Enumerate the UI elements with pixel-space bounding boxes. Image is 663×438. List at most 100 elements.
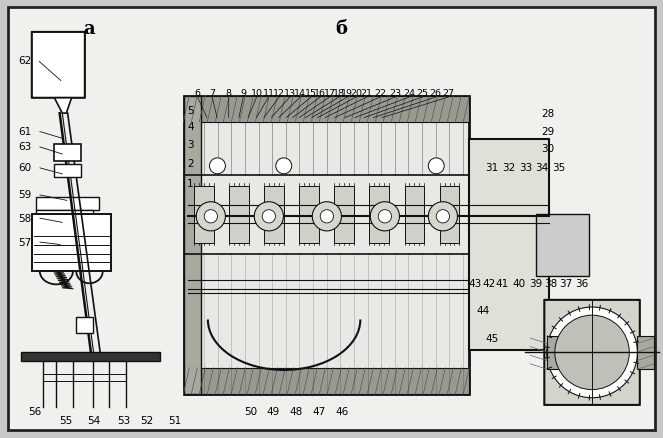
Bar bbox=[194, 186, 214, 243]
Text: 15: 15 bbox=[305, 88, 317, 97]
Text: 45: 45 bbox=[485, 333, 499, 343]
Text: 3: 3 bbox=[187, 140, 194, 150]
Text: 14: 14 bbox=[294, 88, 306, 97]
Text: а: а bbox=[84, 19, 95, 38]
Text: 1: 1 bbox=[187, 179, 194, 189]
Text: 2: 2 bbox=[187, 159, 194, 169]
Bar bbox=[404, 186, 424, 243]
Bar bbox=[76, 318, 93, 333]
Text: 46: 46 bbox=[335, 406, 349, 416]
Text: б: б bbox=[335, 19, 347, 38]
Text: 44: 44 bbox=[476, 305, 489, 315]
Text: 52: 52 bbox=[141, 415, 154, 424]
Text: 62: 62 bbox=[19, 56, 32, 65]
Text: 39: 39 bbox=[529, 279, 542, 289]
Text: 8: 8 bbox=[225, 88, 232, 97]
Bar bbox=[184, 368, 469, 394]
Text: 55: 55 bbox=[60, 415, 73, 424]
Circle shape bbox=[196, 202, 225, 231]
Text: 25: 25 bbox=[416, 88, 428, 97]
Circle shape bbox=[320, 210, 333, 223]
Text: 37: 37 bbox=[560, 279, 573, 289]
Circle shape bbox=[436, 210, 450, 223]
Circle shape bbox=[547, 307, 637, 398]
Text: 24: 24 bbox=[403, 88, 415, 97]
Text: 29: 29 bbox=[541, 127, 554, 136]
Text: 59: 59 bbox=[19, 190, 32, 200]
Text: 5: 5 bbox=[187, 106, 194, 115]
Text: 34: 34 bbox=[535, 162, 548, 172]
Text: 57: 57 bbox=[19, 237, 32, 247]
FancyBboxPatch shape bbox=[544, 300, 640, 405]
Text: 42: 42 bbox=[483, 279, 496, 289]
Text: 56: 56 bbox=[29, 406, 42, 416]
Bar bbox=[334, 186, 354, 243]
Circle shape bbox=[263, 210, 276, 223]
Text: 43: 43 bbox=[468, 279, 481, 289]
Text: 28: 28 bbox=[541, 109, 554, 119]
Circle shape bbox=[276, 159, 292, 174]
Text: 41: 41 bbox=[496, 279, 509, 289]
Circle shape bbox=[428, 159, 444, 174]
Text: 33: 33 bbox=[519, 162, 532, 172]
Bar bbox=[369, 186, 389, 243]
Text: 6: 6 bbox=[194, 88, 201, 97]
Text: 27: 27 bbox=[442, 88, 454, 97]
Text: 4: 4 bbox=[187, 122, 194, 132]
Bar bbox=[54, 164, 81, 177]
Bar bbox=[265, 186, 284, 243]
Bar bbox=[32, 215, 111, 272]
Polygon shape bbox=[54, 99, 72, 114]
Text: 21: 21 bbox=[361, 88, 373, 97]
Text: 19: 19 bbox=[341, 88, 353, 97]
Bar bbox=[547, 336, 564, 369]
Circle shape bbox=[555, 315, 629, 390]
Bar bbox=[300, 186, 320, 243]
Bar bbox=[469, 140, 549, 350]
Text: 38: 38 bbox=[544, 279, 558, 289]
Text: 63: 63 bbox=[19, 142, 32, 152]
Text: 7: 7 bbox=[209, 88, 215, 97]
Circle shape bbox=[255, 202, 284, 231]
Bar bbox=[36, 210, 93, 223]
Bar bbox=[36, 197, 99, 210]
Circle shape bbox=[210, 159, 225, 174]
Text: 32: 32 bbox=[502, 162, 515, 172]
Text: 58: 58 bbox=[19, 213, 32, 223]
Text: 10: 10 bbox=[251, 88, 263, 97]
Text: 17: 17 bbox=[324, 88, 335, 97]
Text: 16: 16 bbox=[314, 88, 326, 97]
Text: 22: 22 bbox=[374, 88, 386, 97]
Text: 13: 13 bbox=[284, 88, 296, 97]
Text: 50: 50 bbox=[244, 406, 257, 416]
Bar bbox=[21, 352, 160, 361]
Bar bbox=[536, 215, 589, 276]
Text: в: в bbox=[589, 354, 598, 368]
Text: 18: 18 bbox=[333, 88, 345, 97]
Bar bbox=[184, 96, 469, 123]
Text: 53: 53 bbox=[117, 415, 131, 424]
Bar bbox=[637, 336, 654, 369]
Bar bbox=[54, 145, 81, 162]
Text: 20: 20 bbox=[350, 88, 362, 97]
Circle shape bbox=[580, 341, 604, 364]
Text: 9: 9 bbox=[240, 88, 247, 97]
Bar bbox=[184, 96, 201, 394]
Text: 12: 12 bbox=[273, 88, 285, 97]
Text: 60: 60 bbox=[19, 163, 32, 173]
Text: 36: 36 bbox=[575, 279, 589, 289]
Text: 11: 11 bbox=[263, 88, 274, 97]
Circle shape bbox=[564, 325, 620, 380]
Text: 48: 48 bbox=[289, 406, 302, 416]
Circle shape bbox=[204, 210, 217, 223]
Text: 23: 23 bbox=[389, 88, 401, 97]
Text: 30: 30 bbox=[541, 144, 554, 154]
Text: 31: 31 bbox=[485, 162, 499, 172]
Text: 54: 54 bbox=[87, 415, 100, 424]
Circle shape bbox=[312, 202, 341, 231]
Text: 61: 61 bbox=[19, 127, 32, 136]
Text: 35: 35 bbox=[552, 162, 566, 172]
Bar bbox=[440, 186, 459, 243]
Circle shape bbox=[572, 332, 612, 373]
Bar bbox=[184, 96, 469, 394]
